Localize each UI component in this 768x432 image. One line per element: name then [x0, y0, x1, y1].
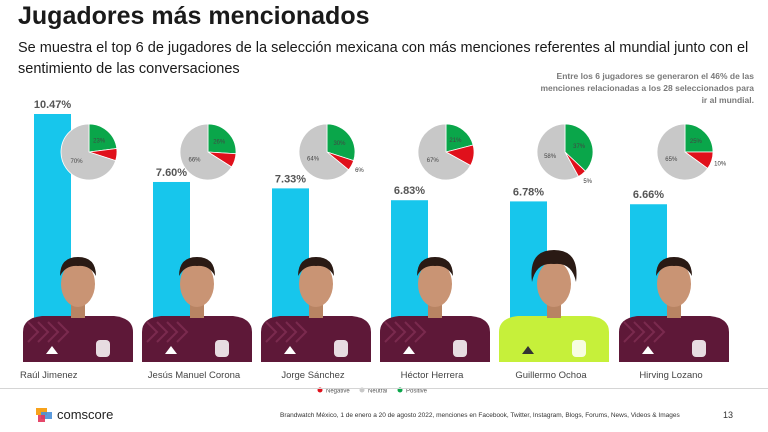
pie-label-neutral-hector-herrera: 67%	[427, 158, 440, 164]
comscore-logo: comscore	[36, 407, 113, 422]
player-shirt-guillermo-ochoa	[499, 316, 609, 362]
shirt-pattern-raul-jimenez	[47, 321, 60, 343]
shirt-pattern-hector-herrera	[384, 321, 397, 343]
player-face-hirving-lozano	[657, 261, 691, 307]
pie-label-negative-jorge-sanchez: 6%	[355, 168, 364, 174]
player-hair-hector-herrera	[417, 257, 453, 276]
shirt-pattern-raul-jimenez	[37, 321, 50, 343]
value-label-hector-herrera: 6.83%	[394, 185, 425, 197]
legend-label-neutral: Neutral	[368, 389, 387, 395]
legend-label-negative: Negative	[326, 389, 350, 395]
pie-label-neutral-hirving-lozano: 65%	[665, 157, 678, 163]
value-label-jorge-sanchez: 7.33%	[275, 173, 306, 185]
category-label-hirving-lozano: Hirving Lozano	[639, 370, 702, 381]
legend-label-positive: Positive	[406, 389, 428, 395]
pie-label-negative-hirving-lozano: 10%	[714, 161, 727, 167]
player-face-raul-jimenez	[61, 261, 95, 307]
crest-icon-jorge-sanchez	[334, 340, 348, 357]
pie-label-positive-guillermo-ochoa: 37%	[573, 144, 586, 150]
shirt-pattern-jorge-sanchez	[275, 321, 288, 343]
shirt-pattern-jorge-sanchez	[295, 321, 308, 343]
player-face-jesus-manuel-corona	[180, 261, 214, 307]
brand-logo-icon-guillermo-ochoa	[522, 346, 534, 354]
pie-slice-positive-hirving-lozano	[684, 123, 714, 153]
pie-label-neutral-jorge-sanchez: 64%	[307, 157, 320, 163]
pie-slice-neutral-hector-herrera	[417, 123, 472, 181]
player-face-jorge-sanchez	[299, 261, 333, 307]
page-number: 13	[723, 410, 734, 420]
player-hair-hirving-lozano	[656, 257, 692, 276]
pie-label-neutral-guillermo-ochoa: 58%	[544, 154, 557, 160]
brand-logo-icon-hirving-lozano	[642, 346, 654, 354]
player-face-hector-herrera	[418, 261, 452, 307]
shirt-pattern-raul-jimenez	[27, 321, 40, 343]
pie-label-neutral-jesus-manuel-corona: 66%	[188, 157, 201, 163]
crest-icon-hector-herrera	[453, 340, 467, 357]
pie-slice-neutral-jesus-manuel-corona	[179, 123, 233, 181]
value-label-hirving-lozano: 6.66%	[633, 189, 664, 201]
summary-note: Entre los 6 jugadores se generaron el 46…	[540, 71, 754, 105]
pie-label-positive-jesus-manuel-corona: 26%	[213, 139, 226, 145]
shirt-pattern-hirving-lozano	[643, 321, 656, 343]
player-hair-guillermo-ochoa	[531, 250, 577, 282]
value-label-raul-jimenez: 10.47%	[34, 99, 72, 111]
brand-name: comscore	[57, 407, 114, 422]
crest-icon-jesus-manuel-corona	[215, 340, 229, 357]
shirt-pattern-hector-herrera	[394, 321, 407, 343]
crest-icon-hirving-lozano	[692, 340, 706, 357]
pie-label-positive-jorge-sanchez: 30%	[333, 141, 346, 147]
pie-slice-positive-raul-jimenez	[88, 123, 118, 153]
shirt-pattern-hirving-lozano	[633, 321, 646, 343]
player-face-guillermo-ochoa	[537, 261, 571, 307]
pie-slice-neutral-jorge-sanchez	[298, 123, 350, 181]
brand-logo-icon-hector-herrera	[403, 346, 415, 354]
shirt-pattern-jesus-manuel-corona	[146, 321, 159, 343]
pie-label-negative-guillermo-ochoa: 5%	[583, 179, 592, 185]
category-label-guillermo-ochoa: Guillermo Ochoa	[515, 370, 587, 381]
comscore-logo-icon	[36, 407, 52, 422]
shirt-pattern-raul-jimenez	[57, 321, 70, 343]
pie-slice-neutral-guillermo-ochoa	[536, 123, 580, 181]
value-label-guillermo-ochoa: 6.78%	[513, 186, 544, 198]
shirt-pattern-jesus-manuel-corona	[176, 321, 189, 343]
pie-slice-neutral-hirving-lozano	[656, 123, 709, 181]
shirt-pattern-jorge-sanchez	[285, 321, 298, 343]
category-label-hector-herrera: Héctor Herrera	[401, 370, 465, 381]
pie-slice-positive-hector-herrera	[445, 123, 474, 153]
pie-slice-positive-jesus-manuel-corona	[207, 123, 237, 155]
category-label-jorge-sanchez: Jorge Sánchez	[281, 370, 345, 381]
shirt-pattern-hector-herrera	[404, 321, 417, 343]
brand-logo-icon-raul-jimenez	[46, 346, 58, 354]
pie-slice-neutral-raul-jimenez	[60, 123, 117, 181]
page-title: Jugadores más mencionados	[18, 2, 370, 30]
crest-icon-guillermo-ochoa	[572, 340, 586, 357]
footer-divider	[0, 388, 768, 389]
pie-slice-positive-guillermo-ochoa	[564, 123, 594, 172]
shirt-pattern-hirving-lozano	[623, 321, 636, 343]
shirt-pattern-jesus-manuel-corona	[156, 321, 169, 343]
brand-logo-icon-jesus-manuel-corona	[165, 346, 177, 354]
shirt-pattern-hector-herrera	[414, 321, 427, 343]
crest-icon-raul-jimenez	[96, 340, 110, 357]
pie-slice-positive-jorge-sanchez	[326, 123, 356, 162]
pie-label-positive-raul-jimenez: 23%	[93, 138, 106, 144]
shirt-pattern-jorge-sanchez	[265, 321, 278, 343]
player-hair-raul-jimenez	[60, 257, 96, 276]
pie-label-positive-hirving-lozano: 25%	[690, 139, 703, 145]
page-subtitle: Se muestra el top 6 de jugadores de la s…	[18, 40, 749, 77]
player-hair-jorge-sanchez	[298, 257, 334, 276]
pie-label-positive-hector-herrera: 21%	[449, 138, 462, 144]
shirt-pattern-jesus-manuel-corona	[166, 321, 179, 343]
category-label-jesus-manuel-corona: Jesús Manuel Corona	[148, 370, 241, 381]
source-note: Brandwatch México, 1 de enero a 20 de ag…	[280, 412, 680, 419]
value-label-jesus-manuel-corona: 7.60%	[156, 167, 187, 179]
player-hair-jesus-manuel-corona	[179, 257, 215, 276]
category-label-raul-jimenez: Raúl Jimenez	[20, 370, 78, 381]
brand-logo-icon-jorge-sanchez	[284, 346, 296, 354]
shirt-pattern-hirving-lozano	[653, 321, 666, 343]
pie-label-neutral-raul-jimenez: 70%	[71, 159, 84, 165]
